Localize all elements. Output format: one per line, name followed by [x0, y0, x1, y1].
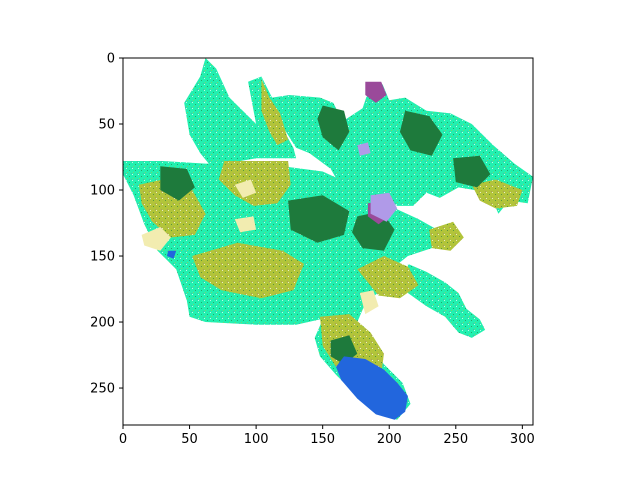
- y-tick-label: 0: [107, 52, 115, 67]
- region-dkgreen-south: [330, 335, 358, 365]
- region-texture-west-belt: [123, 161, 438, 333]
- x-tick-label: 100: [244, 432, 269, 447]
- region-dkgreen-center: [288, 195, 350, 243]
- region-cream-west: [141, 227, 171, 251]
- region-blue-south: [336, 356, 408, 420]
- plot-frame: [122, 57, 534, 426]
- x-tick-label: 300: [510, 432, 535, 447]
- region-texture-olive-se: [429, 221, 464, 251]
- region-texture-main-cover: [184, 58, 297, 167]
- x-tick-label: 150: [310, 432, 335, 447]
- x-tick-label: 50: [181, 432, 198, 447]
- x-tick-label: 250: [443, 432, 468, 447]
- x-tick-label: 0: [119, 432, 127, 447]
- region-cream-south: [359, 290, 379, 315]
- axes: 0 50 100 150 200 250 300 0 50 100 150 200 250: [90, 52, 535, 448]
- region-texture-olive-north: [261, 79, 289, 146]
- region-cream-center: [234, 179, 257, 198]
- region-purple-ne: [365, 81, 387, 103]
- region-dkgreen-north: [317, 105, 350, 151]
- y-tick-label: 100: [90, 184, 115, 199]
- region-lavender-center: [370, 192, 398, 222]
- region-texture-olive-center: [192, 242, 304, 299]
- region-cream-mid: [234, 216, 257, 233]
- region-texture-olive-nw: [218, 161, 291, 206]
- land-cover-regions: [123, 58, 533, 420]
- region-texture-olive-west: [139, 179, 206, 238]
- x-tick-label: 200: [377, 432, 402, 447]
- region-blue-west: [166, 250, 177, 259]
- region-texture-olive-east: [471, 179, 523, 209]
- region-dkgreen-ne: [399, 110, 443, 156]
- y-tick-label: 150: [90, 250, 115, 265]
- region-dkgreen-east: [453, 155, 491, 188]
- region-texture-olive-mid: [357, 256, 419, 299]
- region-dkgreen-west: [160, 166, 195, 201]
- y-tick-label: 200: [90, 316, 115, 331]
- y-tick-label: 50: [98, 118, 115, 133]
- region-lavender-ne: [357, 142, 371, 156]
- region-dkgreen-mid: [352, 211, 395, 251]
- y-tick-label: 250: [90, 382, 115, 397]
- region-texture-east-arm: [407, 263, 486, 338]
